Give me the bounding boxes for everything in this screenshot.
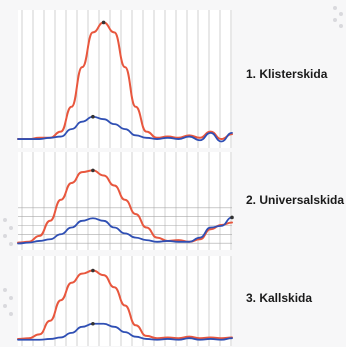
- series-line-blue: [17, 322, 233, 341]
- peak-marker-red: [91, 168, 95, 173]
- series-line-red: [17, 269, 233, 340]
- chart-title-universalskida: 2. Universalskida: [246, 193, 344, 207]
- series-line-red: [17, 21, 233, 141]
- chart-panel-kallskida: [17, 256, 233, 346]
- chart-panel-klisterskida: [17, 10, 233, 148]
- peak-marker-blue: [91, 114, 95, 119]
- series-line-blue: [17, 115, 233, 143]
- series-line-red: [17, 169, 233, 244]
- series-line-blue: [17, 216, 233, 245]
- peak-marker-blue: [230, 215, 234, 220]
- decorative-dots: [3, 6, 343, 316]
- chart-title-klisterskida: 1. Klisterskida: [246, 67, 328, 81]
- chart-title-kallskida: 3. Kallskida: [246, 291, 312, 305]
- plot-area: [18, 152, 232, 250]
- peak-marker-blue: [91, 321, 95, 326]
- peak-marker-red: [101, 20, 106, 25]
- peak-marker-red: [91, 268, 95, 273]
- plot-area: [18, 256, 232, 346]
- chart-panel-universalskida: [17, 152, 234, 250]
- plot-area: [18, 10, 232, 148]
